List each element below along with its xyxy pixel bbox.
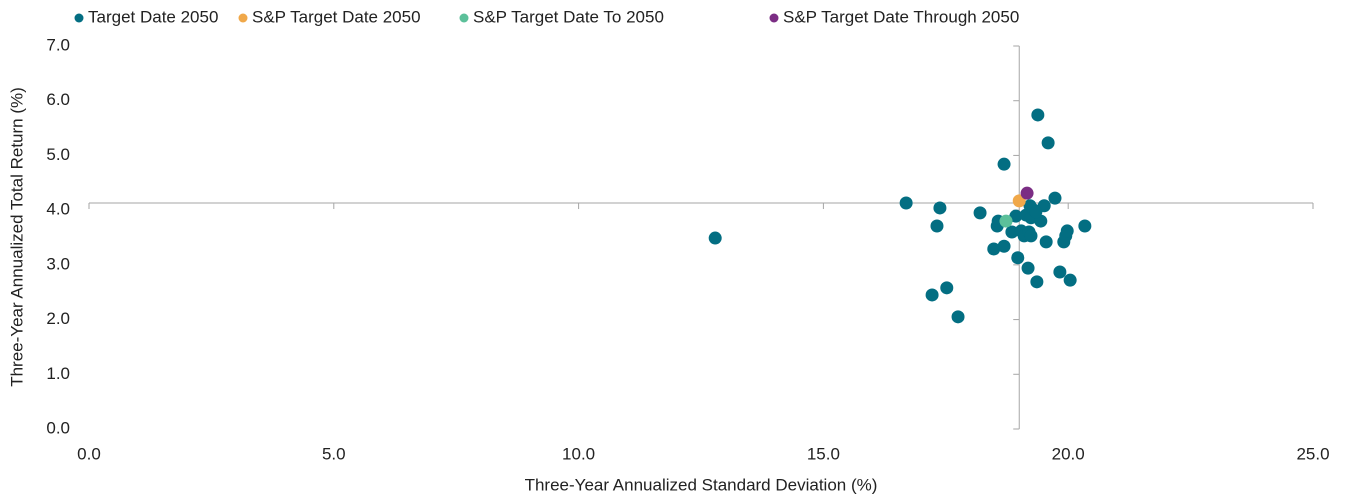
point (1024, 229, 1038, 243)
point (933, 201, 947, 215)
point (997, 239, 1011, 253)
point (1060, 224, 1074, 238)
point (1029, 205, 1043, 219)
y-tick-label: 0.0 (46, 418, 70, 437)
y-tick-label: 6.0 (46, 90, 70, 109)
point (999, 214, 1013, 228)
legend-label: Target Date 2050 (88, 7, 218, 26)
point (1053, 265, 1067, 279)
point (1041, 136, 1055, 150)
point (951, 310, 965, 324)
legend-marker (74, 13, 84, 23)
point (1021, 261, 1035, 275)
x-axis-label: Three-Year Annualized Standard Deviation… (525, 475, 878, 494)
point (997, 157, 1011, 171)
legend-label: S&P Target Date 2050 (252, 7, 421, 26)
legend-marker (769, 13, 779, 23)
point (1009, 209, 1023, 223)
point (708, 231, 722, 245)
point (1030, 275, 1044, 289)
point (925, 288, 939, 302)
x-tick-label: 20.0 (1052, 444, 1085, 463)
point (1011, 251, 1025, 265)
x-tick-label: 10.0 (562, 444, 595, 463)
point (1031, 108, 1045, 122)
y-tick-label: 2.0 (46, 309, 70, 328)
point (1078, 219, 1092, 233)
legend-label: S&P Target Date Through 2050 (783, 7, 1019, 26)
y-tick-label: 1.0 (46, 364, 70, 383)
point (899, 196, 913, 210)
y-tick-label: 7.0 (46, 35, 70, 54)
point (1039, 235, 1053, 249)
y-tick-label: 5.0 (46, 145, 70, 164)
x-tick-label: 0.0 (77, 444, 101, 463)
legend-marker (459, 13, 469, 23)
point (987, 242, 1001, 256)
y-tick-label: 4.0 (46, 200, 70, 219)
x-tick-label: 25.0 (1296, 444, 1329, 463)
point (1020, 186, 1034, 200)
x-tick-label: 15.0 (807, 444, 840, 463)
legend-label: S&P Target Date To 2050 (473, 7, 664, 26)
point (940, 281, 954, 295)
legend-marker (238, 13, 248, 23)
point (930, 219, 944, 233)
y-axis-label: Three-Year Annualized Total Return (%) (7, 87, 26, 387)
point (1063, 273, 1077, 287)
point (973, 206, 987, 220)
y-tick-label: 3.0 (46, 254, 70, 273)
x-tick-label: 5.0 (322, 444, 346, 463)
point (1048, 191, 1062, 205)
